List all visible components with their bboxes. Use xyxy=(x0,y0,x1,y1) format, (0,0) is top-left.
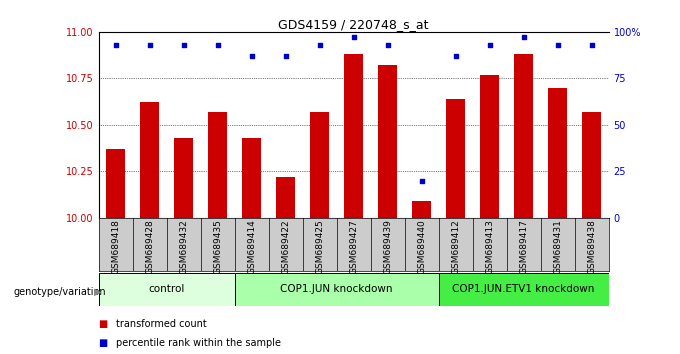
Text: COP1.JUN knockdown: COP1.JUN knockdown xyxy=(280,284,393,295)
Text: percentile rank within the sample: percentile rank within the sample xyxy=(116,338,281,348)
Bar xyxy=(548,88,567,218)
Bar xyxy=(514,54,533,218)
Point xyxy=(382,42,393,48)
Bar xyxy=(344,54,363,218)
Text: GSM689412: GSM689412 xyxy=(451,219,460,274)
Bar xyxy=(582,112,601,218)
Point xyxy=(552,42,563,48)
Bar xyxy=(242,138,261,218)
Title: GDS4159 / 220748_s_at: GDS4159 / 220748_s_at xyxy=(278,18,429,31)
Text: GSM689422: GSM689422 xyxy=(281,219,290,274)
Text: GSM689431: GSM689431 xyxy=(553,219,562,274)
Bar xyxy=(310,112,329,218)
Bar xyxy=(439,273,609,306)
Point xyxy=(246,53,257,59)
Text: GSM689427: GSM689427 xyxy=(349,219,358,274)
Point xyxy=(518,35,529,40)
Text: transformed count: transformed count xyxy=(116,319,206,329)
Text: GSM689428: GSM689428 xyxy=(145,219,154,274)
Point xyxy=(416,178,427,183)
Bar xyxy=(208,112,227,218)
Text: control: control xyxy=(148,284,185,295)
Text: GSM689439: GSM689439 xyxy=(383,219,392,274)
Bar xyxy=(412,201,431,218)
Bar xyxy=(99,273,235,306)
Text: ▶: ▶ xyxy=(94,287,101,297)
Point xyxy=(314,42,325,48)
Text: ■: ■ xyxy=(99,319,108,329)
Bar xyxy=(446,99,465,218)
Bar xyxy=(140,103,159,218)
Point xyxy=(280,53,291,59)
Point xyxy=(178,42,189,48)
Text: GSM689418: GSM689418 xyxy=(111,219,120,274)
Point xyxy=(586,42,597,48)
Bar xyxy=(106,149,125,218)
Text: GSM689425: GSM689425 xyxy=(315,219,324,274)
Text: ■: ■ xyxy=(99,338,108,348)
Point xyxy=(348,35,359,40)
Text: COP1.JUN.ETV1 knockdown: COP1.JUN.ETV1 knockdown xyxy=(452,284,595,295)
Point xyxy=(110,42,121,48)
Bar xyxy=(480,75,499,218)
Text: GSM689432: GSM689432 xyxy=(179,219,188,274)
Point xyxy=(212,42,223,48)
Text: GSM689417: GSM689417 xyxy=(519,219,528,274)
Bar xyxy=(276,177,295,218)
Bar xyxy=(174,138,193,218)
Text: GSM689413: GSM689413 xyxy=(485,219,494,274)
Point xyxy=(484,42,495,48)
Text: genotype/variation: genotype/variation xyxy=(14,287,106,297)
Point xyxy=(450,53,461,59)
Bar xyxy=(235,273,439,306)
Text: GSM689438: GSM689438 xyxy=(587,219,596,274)
Text: GSM689435: GSM689435 xyxy=(213,219,222,274)
Point xyxy=(144,42,155,48)
Text: GSM689440: GSM689440 xyxy=(417,219,426,274)
Text: GSM689414: GSM689414 xyxy=(247,219,256,274)
Bar xyxy=(378,65,397,218)
